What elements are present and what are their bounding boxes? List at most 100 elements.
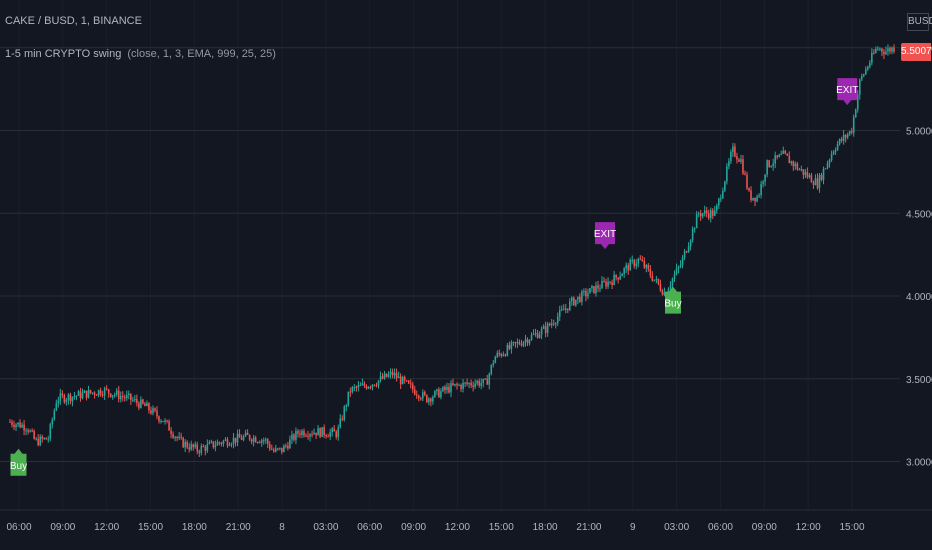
candle-body [538,334,541,338]
candle-body [667,288,670,294]
candle-body [788,155,791,164]
candle-body [383,373,386,379]
x-tick-label: 8 [279,522,285,533]
candle-body [488,373,491,385]
x-tick-label: 12:00 [94,522,119,533]
candle-body [413,389,416,395]
candle-body [399,376,402,385]
candle-body [266,439,269,445]
candle-body [188,447,191,450]
signal-marker [665,286,681,314]
candle-body [180,436,182,438]
candle-body [132,399,134,401]
candle-body [639,258,642,260]
x-tick-label: 03:00 [313,522,338,533]
exit-signal[interactable]: EXIT [836,78,858,106]
candle-body [649,269,652,276]
indicator-title[interactable]: 1-5 min CRYPTO swing (close, 1, 3, EMA, 9… [5,48,276,60]
candle-body [705,210,708,214]
candle-body [385,373,388,377]
candle-body [287,445,289,449]
candle-body [494,356,497,364]
candle-body [860,75,863,80]
candle-body [303,430,305,436]
candle-body [645,265,648,268]
candle-body [528,339,531,344]
candle-body [202,446,205,448]
candle-body [701,213,704,217]
candle-body [462,382,464,389]
candle-body [295,430,297,440]
candle-body [746,174,748,189]
candle-body [194,444,197,448]
candle-body [881,48,883,52]
candle-body [713,210,716,216]
candle-body [730,152,732,162]
candle-body [583,291,585,293]
candle-body [728,161,730,167]
candle-body [504,354,507,356]
candle-body [490,364,493,374]
candle-body [55,403,58,411]
candle-body [254,437,257,443]
candle-body [275,448,277,452]
candle-body [852,117,855,133]
candle-body [854,109,857,118]
candle-body [39,436,42,446]
candle-body [750,190,752,201]
candle-body [244,432,247,437]
candle-body [736,156,738,160]
candle-body [496,352,499,357]
candle-body [361,383,364,386]
candle-body [518,342,521,345]
candle-body [119,395,122,400]
candle-body [875,48,877,53]
candle-body [9,421,11,423]
x-tick-label: 12:00 [445,522,470,533]
candle-body [395,372,398,379]
candle-body [363,383,366,386]
candle-body [564,308,567,311]
candle-body [474,383,476,387]
candle-body [838,139,841,144]
candle-body [389,371,392,375]
candle-body [768,160,770,167]
x-tick-label: 18:00 [533,522,558,533]
candle-body [846,134,849,138]
candle-body [683,251,686,258]
candle-body [61,393,64,396]
buy-signal[interactable]: Buy [10,448,27,476]
candle-body [272,449,275,452]
candle-body [293,434,295,440]
candle-body [103,388,106,396]
exit-signal[interactable]: EXIT [594,222,616,250]
candle-body [629,260,632,271]
candle-body [681,257,684,265]
candle-body [341,418,344,420]
candle-body [325,435,327,437]
candle-body [828,159,831,164]
signal-marker [10,448,27,476]
candle-body [707,213,710,219]
candle-body [95,394,98,396]
candle-body [377,380,380,386]
candle-body [685,251,688,253]
candle-body [542,326,545,329]
candle-body [865,69,867,75]
candle-body [778,154,781,158]
candle-body [97,390,100,396]
candle-body [204,446,207,451]
candle-body [83,390,86,393]
signal-label: EXIT [836,85,858,96]
buy-signal[interactable]: Buy [664,286,682,314]
candle-body [782,150,785,154]
candle-body [595,285,597,294]
candle-body [726,166,728,182]
candle-body [283,445,285,453]
candle-body [448,386,450,393]
candle-body [148,403,150,411]
currency-label[interactable]: BUSD [907,13,932,31]
candle-body [550,323,553,326]
